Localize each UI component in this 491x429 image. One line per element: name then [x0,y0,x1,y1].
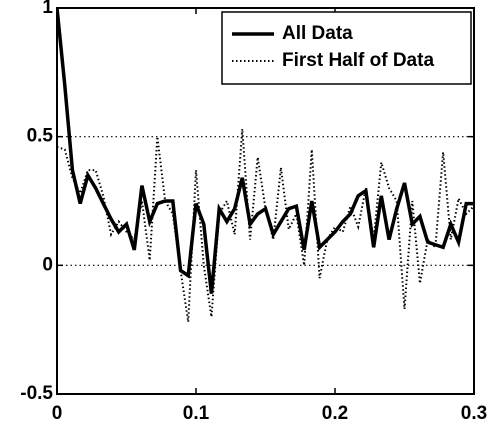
plot-frame [56,7,475,395]
y-tick-label: 0.5 [27,126,54,147]
y-tick-label: -0.5 [20,383,53,404]
data-line [57,128,474,323]
y-tick-label: 0 [42,254,53,275]
x-tick-label: 0.3 [461,403,487,424]
y-tick-label: 1 [42,0,53,18]
plot-lines [57,8,474,323]
legend-label: First Half of Data [282,50,434,71]
x-tick-label: 0 [52,403,63,424]
data-line [57,8,474,294]
legend-label: All Data [282,23,353,44]
x-tick-label: 0.1 [183,403,210,424]
x-tick-label: 0.2 [322,403,348,424]
legend-box [221,11,472,85]
